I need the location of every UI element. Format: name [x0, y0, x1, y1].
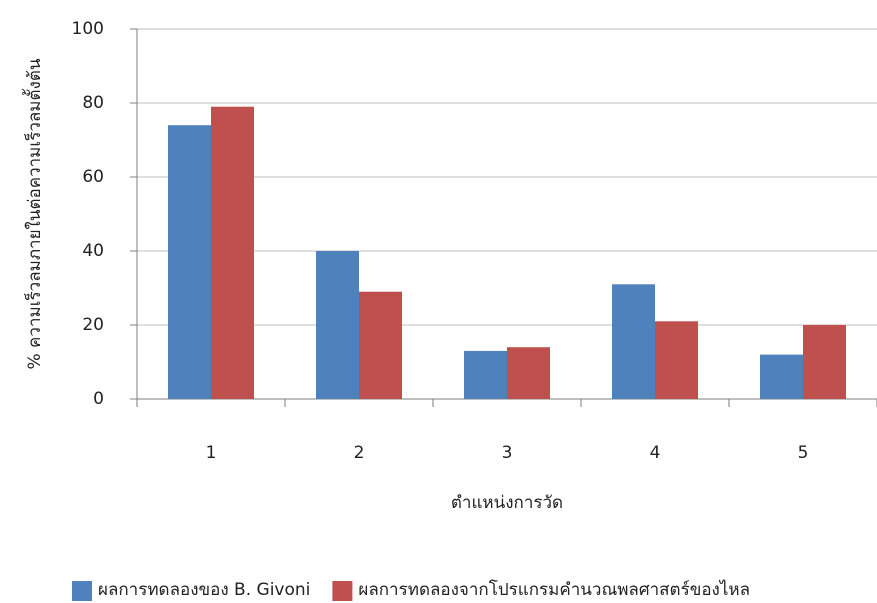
- x-tick-label: 3: [502, 443, 513, 463]
- legend-label: ผลการทดลองของ B. Givoni: [98, 580, 310, 600]
- x-tick-label: 1: [206, 443, 217, 463]
- y-tick-label: 40: [82, 241, 104, 261]
- y-tick-label: 0: [93, 389, 104, 409]
- y-tick-label: 100: [72, 19, 104, 39]
- bar: [760, 354, 803, 399]
- bar: [655, 321, 698, 399]
- bar: [359, 291, 402, 399]
- legend-swatch: [332, 581, 353, 601]
- bar: [316, 251, 359, 399]
- y-tick-label: 20: [82, 315, 104, 335]
- bar: [612, 284, 655, 399]
- bar: [507, 347, 550, 399]
- y-axis-label: % ความเร็วลมภายในต่อความเร็วลมตั้งต้น: [22, 58, 45, 369]
- bar: [211, 106, 254, 399]
- y-tick-label: 80: [82, 93, 104, 113]
- bar: [803, 325, 846, 399]
- bar: [168, 125, 211, 399]
- bar: [464, 350, 507, 399]
- x-axis-label: ตำแหน่งการวัด: [451, 493, 563, 513]
- legend-swatch: [72, 581, 92, 601]
- x-tick-label: 4: [650, 443, 661, 463]
- x-tick-label: 2: [354, 443, 365, 463]
- x-tick-label: 5: [798, 443, 809, 463]
- legend-label: ผลการทดลองจากโปรแกรมคำนวณพลศาสตร์ของไหล: [358, 579, 750, 600]
- y-tick-label: 60: [82, 167, 104, 187]
